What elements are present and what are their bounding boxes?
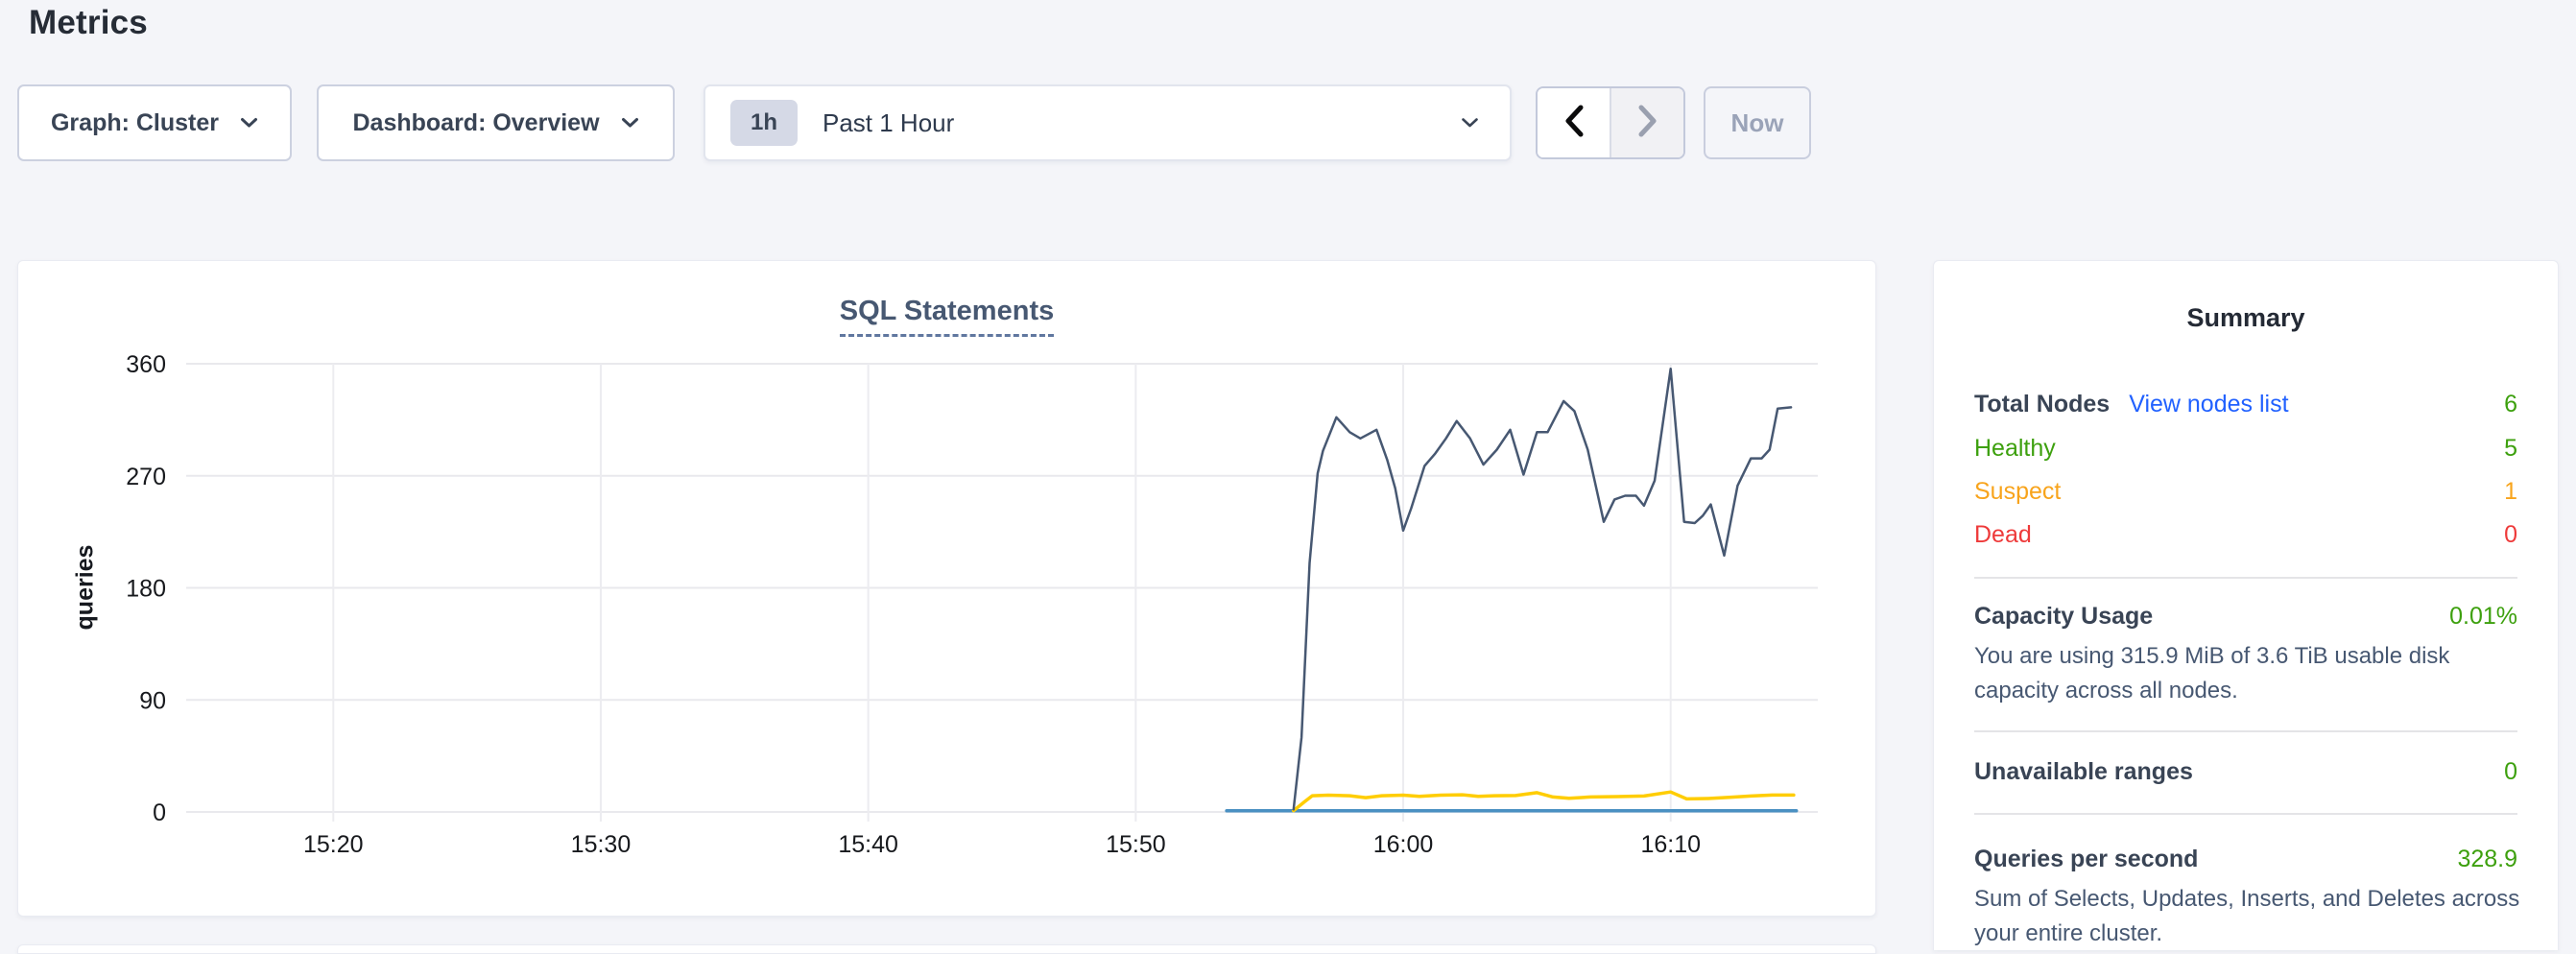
healthy-value: 5 <box>2504 434 2517 462</box>
unavailable-ranges-label: Unavailable ranges <box>1974 757 2193 785</box>
total-nodes-value: 6 <box>2504 390 2517 417</box>
total-nodes-label: Total Nodes <box>1974 390 2111 417</box>
svg-text:15:30: 15:30 <box>571 831 632 858</box>
next-range-button[interactable] <box>1611 88 1683 157</box>
page-title: Metrics <box>29 4 148 41</box>
graph-dropdown[interactable]: Graph: Cluster <box>17 84 292 161</box>
status-row-dead: Dead 0 <box>1974 513 2517 557</box>
svg-text:180: 180 <box>126 576 166 603</box>
svg-text:15:50: 15:50 <box>1106 831 1166 858</box>
divider <box>1974 813 2517 815</box>
capacity-usage-desc: You are using 315.9 MiB of 3.6 TiB usabl… <box>1974 643 2450 704</box>
qps-label: Queries per second <box>1974 845 2199 872</box>
status-row-healthy: Healthy 5 <box>1974 426 2517 470</box>
summary-heading: Summary <box>2186 303 2305 332</box>
unavailable-ranges-value: 0 <box>2504 757 2517 785</box>
chart-plot[interactable]: 0 90 180 270 360 15:20 15:30 15:40 15:50 16:00 16:… <box>18 319 1877 918</box>
qps-row: Queries per second 328.9 <box>1974 837 2517 881</box>
svg-text:270: 270 <box>126 464 166 490</box>
svg-text:360: 360 <box>126 351 166 378</box>
qps-desc: Sum of Selects, Updates, Inserts, and De… <box>1974 886 2520 946</box>
unavailable-ranges-row: Unavailable ranges 0 <box>1974 750 2517 794</box>
capacity-usage-label: Capacity Usage <box>1974 602 2154 630</box>
suspect-label: Suspect <box>1974 477 2062 505</box>
time-range-nav <box>1536 86 1685 159</box>
next-chart-card-edge <box>17 944 1876 954</box>
chevron-down-icon <box>621 117 639 129</box>
svg-text:16:10: 16:10 <box>1640 831 1701 858</box>
divider <box>1974 577 2517 579</box>
prev-range-button[interactable] <box>1538 88 1611 157</box>
graph-dropdown-label: Graph: Cluster <box>50 108 220 136</box>
chevron-left-icon <box>1562 104 1586 143</box>
chart-card: SQL Statements queries 0 90 180 270 360 15:20… <box>17 260 1876 917</box>
healthy-label: Healthy <box>1974 434 2056 462</box>
qps-value: 328.9 <box>2457 845 2517 872</box>
now-button[interactable]: Now <box>1704 86 1811 159</box>
view-nodes-link[interactable]: View nodes list <box>2129 390 2289 417</box>
total-nodes-row: Total Nodes View nodes list 6 <box>1974 382 2517 426</box>
time-range-picker[interactable]: 1h Past 1 Hour <box>704 84 1512 161</box>
capacity-usage-value: 0.01% <box>2449 602 2517 630</box>
suspect-value: 1 <box>2504 477 2517 505</box>
time-range-badge: 1h <box>730 100 798 146</box>
capacity-usage-row: Capacity Usage 0.01% <box>1974 594 2517 638</box>
chevron-down-icon <box>1461 86 1479 159</box>
divider <box>1974 730 2517 732</box>
dead-value: 0 <box>2504 520 2517 548</box>
svg-text:16:00: 16:00 <box>1373 831 1434 858</box>
chart-title-row: SQL Statements <box>18 296 1875 337</box>
chevron-right-icon <box>1636 104 1659 143</box>
chevron-down-icon <box>240 117 258 129</box>
svg-text:0: 0 <box>153 799 166 826</box>
summary-card: Summary Total Nodes View nodes list 6 He… <box>1933 260 2559 950</box>
dead-label: Dead <box>1974 520 2032 548</box>
svg-text:15:40: 15:40 <box>838 831 898 858</box>
dashboard-dropdown-label: Dashboard: Overview <box>352 108 600 136</box>
dashboard-dropdown[interactable]: Dashboard: Overview <box>317 84 675 161</box>
status-row-suspect: Suspect 1 <box>1974 469 2517 513</box>
time-range-label: Past 1 Hour <box>823 107 955 137</box>
svg-text:15:20: 15:20 <box>303 831 364 858</box>
chart-title[interactable]: SQL Statements <box>839 296 1055 337</box>
svg-text:90: 90 <box>139 687 166 714</box>
